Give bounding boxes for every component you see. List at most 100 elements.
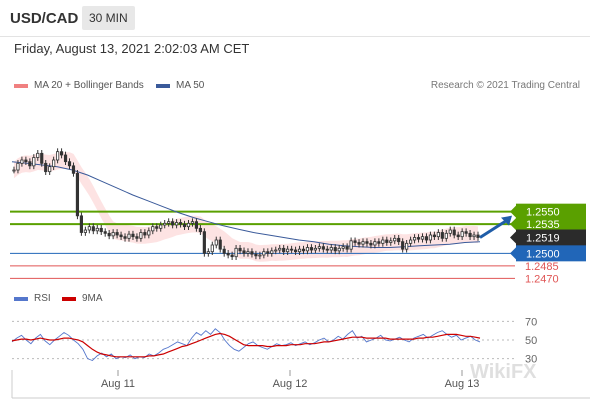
legend-ma50-label: MA 50 — [176, 80, 205, 91]
ma9-swatch — [62, 296, 76, 301]
candle-body — [214, 239, 218, 246]
candle-body — [270, 250, 274, 254]
candle-body — [357, 242, 361, 245]
candle-body — [416, 237, 421, 240]
candle-body — [373, 241, 377, 246]
ma50-swatch — [156, 83, 170, 88]
candle-body — [456, 234, 460, 238]
level-tag-1.2519-pointer — [510, 231, 516, 244]
candle-body — [436, 232, 440, 238]
candle-body — [254, 253, 258, 257]
symbol-label: USD/CAD — [10, 10, 79, 27]
candle-body — [290, 248, 294, 251]
candle-body — [250, 251, 254, 255]
chart-timestamp: Friday, August 13, 2021 2:02:03 AM CET — [14, 41, 250, 56]
candle-body — [206, 251, 210, 254]
candle-body — [198, 227, 202, 233]
candle-body — [95, 227, 99, 232]
candle-body — [317, 246, 321, 249]
level-tag-1.2500-pointer — [510, 247, 516, 260]
candle-body — [182, 223, 187, 228]
candle-body — [393, 237, 397, 242]
level-tag-1.2550: 1.2550 — [526, 207, 560, 219]
candle-body — [28, 161, 32, 167]
candle-body — [349, 240, 353, 250]
candle-body — [246, 251, 250, 254]
candle-body — [476, 234, 480, 238]
candle-body — [297, 248, 302, 253]
candle-body — [274, 249, 278, 252]
candle-body — [337, 247, 341, 252]
chart-header: USD/CAD 30 MIN — [0, 0, 590, 37]
candle-body — [63, 154, 68, 163]
rsi-tick-label: 30 — [525, 354, 537, 366]
candle-body — [194, 221, 199, 229]
bollinger-band — [14, 152, 478, 262]
candle-body — [99, 227, 103, 233]
level-tag-1.2519: 1.2519 — [526, 233, 560, 245]
candle-body — [432, 234, 436, 238]
level-tag-1.2500: 1.2500 — [526, 248, 560, 260]
candle-body — [389, 240, 393, 243]
candle-body — [139, 232, 143, 239]
copyright-text: Research © 2021 Trading Central — [430, 80, 580, 91]
candle-body — [365, 241, 369, 244]
candle-body — [282, 247, 286, 253]
candle-body — [238, 247, 242, 252]
candle-body — [44, 162, 48, 173]
legend-rsi: RSI — [14, 293, 51, 304]
rsi-tick-label: 50 — [525, 335, 537, 347]
rsi-swatch — [14, 296, 28, 301]
candle-body — [67, 161, 72, 167]
candle-body — [147, 230, 151, 236]
candle-body — [452, 229, 456, 236]
candle-body — [361, 241, 365, 245]
candle-body — [175, 222, 179, 226]
level-tag-1.2550-bg — [516, 203, 586, 220]
candle-body — [171, 221, 175, 226]
candle-body — [131, 233, 135, 238]
candle-body — [428, 234, 433, 241]
candle-body — [155, 226, 159, 229]
level-tag-1.2535-bg — [516, 216, 586, 233]
x-tick-label: Aug 13 — [445, 378, 480, 390]
timeframe-button[interactable]: 30 MIN — [82, 6, 135, 30]
arrow-head-icon — [501, 215, 512, 226]
candle-body — [115, 232, 119, 236]
candle-body — [91, 226, 95, 232]
candle-body — [313, 247, 317, 251]
candle-body — [143, 232, 147, 236]
candle-body — [24, 159, 28, 163]
candle-body — [218, 239, 222, 250]
candle-body — [341, 246, 345, 249]
candle-body — [103, 231, 107, 234]
candle-body — [266, 251, 270, 254]
candle-body — [293, 249, 298, 253]
candle-body — [377, 241, 381, 244]
candle-body — [135, 236, 139, 239]
candle-body — [20, 159, 24, 164]
candle-body — [405, 242, 409, 250]
candle-body — [83, 229, 87, 233]
candle-body — [321, 246, 325, 250]
candle-body — [151, 226, 155, 232]
candle-body — [444, 232, 448, 239]
candle-body — [278, 247, 282, 251]
x-tick-label: Aug 11 — [101, 378, 135, 390]
candle-body — [242, 250, 246, 254]
candle-body — [190, 221, 195, 224]
level-tag-1.2485: 1.2485 — [525, 261, 559, 273]
level-tag-1.2470: 1.2470 — [525, 273, 559, 285]
legend-ma50: MA 50 — [156, 80, 204, 91]
candle-body — [119, 234, 123, 238]
candle-body — [301, 248, 306, 252]
candle-body — [258, 254, 262, 257]
candle-body — [59, 151, 64, 156]
candle-body — [401, 241, 405, 250]
candle-body — [226, 252, 230, 256]
x-tick-label: Aug 12 — [273, 378, 308, 390]
candle-body — [440, 232, 444, 239]
candle-body — [325, 248, 329, 251]
candle-body — [409, 239, 413, 244]
